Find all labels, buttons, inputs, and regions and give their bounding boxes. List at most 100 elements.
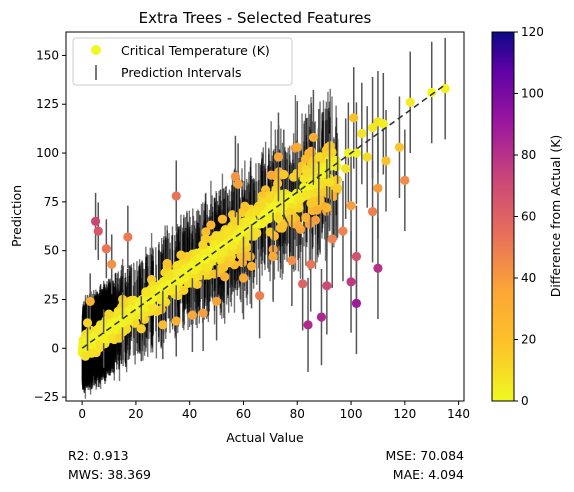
outlier-point	[287, 255, 297, 266]
y-tick-label: 50	[44, 244, 59, 258]
outlier-point	[314, 152, 324, 162]
data-point	[302, 168, 313, 178]
x-tick-label: 100	[340, 407, 363, 421]
outlier-point	[351, 298, 362, 308]
data-point	[289, 172, 299, 182]
data-point	[217, 214, 228, 224]
outlier-point	[327, 234, 337, 244]
outlier-point	[93, 226, 103, 236]
y-tick-label: 100	[36, 146, 59, 160]
data-point	[302, 189, 312, 200]
outlier-point	[367, 207, 378, 217]
outlier-point	[306, 259, 316, 269]
data-point	[198, 269, 208, 279]
outlier-point	[82, 318, 93, 328]
data-point	[331, 155, 341, 165]
x-tick-label: 0	[78, 407, 86, 421]
y-tick-label: 0	[51, 341, 59, 355]
outlier-point	[333, 183, 343, 193]
colorbar-tick-label: 100	[521, 87, 544, 101]
outlier-point	[230, 171, 241, 182]
outlier-point	[90, 216, 101, 226]
outlier-point	[107, 259, 117, 269]
data-point	[176, 250, 186, 260]
y-axis-label: Prediction	[9, 185, 24, 247]
outlier-point	[246, 261, 257, 271]
data-point	[179, 285, 189, 295]
colorbar-tick-label: 120	[521, 25, 544, 39]
outlier-point	[117, 318, 128, 328]
colorbar-tick-label: 0	[521, 394, 529, 408]
data-point	[306, 146, 316, 156]
outlier-point	[187, 310, 197, 320]
data-point	[266, 170, 276, 180]
outlier-point	[171, 316, 181, 326]
outlier-point	[367, 123, 378, 133]
outlier-point	[351, 148, 362, 158]
outlier-point	[85, 296, 95, 307]
outlier-point	[346, 201, 356, 211]
data-point	[162, 258, 172, 269]
data-point	[179, 265, 190, 275]
data-point	[190, 265, 200, 275]
data-point	[227, 241, 238, 251]
data-point	[142, 287, 153, 298]
data-point	[206, 220, 216, 230]
data-point	[293, 220, 304, 231]
data-point	[295, 192, 305, 202]
data-point	[274, 194, 284, 204]
data-point	[306, 198, 316, 208]
outlier-point	[373, 183, 383, 193]
x-tick-label: 40	[182, 407, 197, 421]
data-point	[217, 248, 227, 258]
x-axis-ticks: 0 20 40 60 80 100 120 140	[78, 401, 470, 421]
colorbar-tick-label: 40	[521, 271, 536, 285]
plot-frame	[65, 31, 465, 402]
x-tick-label: 140	[447, 407, 470, 421]
legend-point-marker	[91, 45, 101, 55]
y-tick-label: 25	[44, 292, 59, 306]
data-point	[215, 231, 225, 242]
outlier-point	[101, 244, 111, 254]
y-tick-label: −25	[34, 390, 59, 404]
colorbar-tick-label: 60	[521, 210, 536, 224]
data-point	[94, 324, 104, 334]
y-tick-label: 125	[36, 97, 59, 111]
metric-mae: MAE: 4.094	[392, 467, 464, 482]
x-tick-label: 80	[290, 407, 305, 421]
outlier-point	[341, 164, 351, 174]
outlier-point	[346, 277, 356, 287]
data-point	[222, 228, 233, 238]
colorbar-tick-label: 80	[521, 148, 536, 162]
colorbar: 0 20 40 60 80 100 120 Difference from Actual (…	[491, 25, 563, 408]
metric-mws: MWS: 38.369	[68, 467, 152, 482]
outlier-point	[303, 320, 313, 330]
outlier-point	[324, 177, 335, 187]
data-point	[230, 216, 240, 226]
data-point	[208, 251, 218, 261]
outlier-point	[394, 142, 405, 152]
data-point	[240, 237, 250, 247]
data-point	[277, 223, 287, 233]
outlier-point	[343, 148, 353, 158]
outlier-point	[308, 132, 319, 143]
outlier-point	[136, 324, 146, 334]
data-point	[164, 271, 174, 281]
outlier-point	[279, 169, 289, 180]
outlier-point	[427, 87, 437, 98]
outlier-point	[298, 279, 308, 289]
outlier-point	[158, 320, 168, 330]
data-point	[264, 194, 274, 204]
x-tick-label: 60	[236, 407, 251, 421]
outlier-point	[351, 251, 362, 262]
data-point	[109, 323, 119, 333]
data-point	[300, 154, 311, 164]
outlier-point	[357, 128, 367, 139]
outlier-point	[273, 152, 284, 162]
data-point	[219, 262, 229, 273]
legend-label-intervals: Prediction Intervals	[121, 65, 241, 80]
colorbar-tick-label: 20	[521, 333, 536, 347]
data-point	[273, 213, 283, 223]
metric-r2: R2: 0.913	[68, 448, 129, 463]
